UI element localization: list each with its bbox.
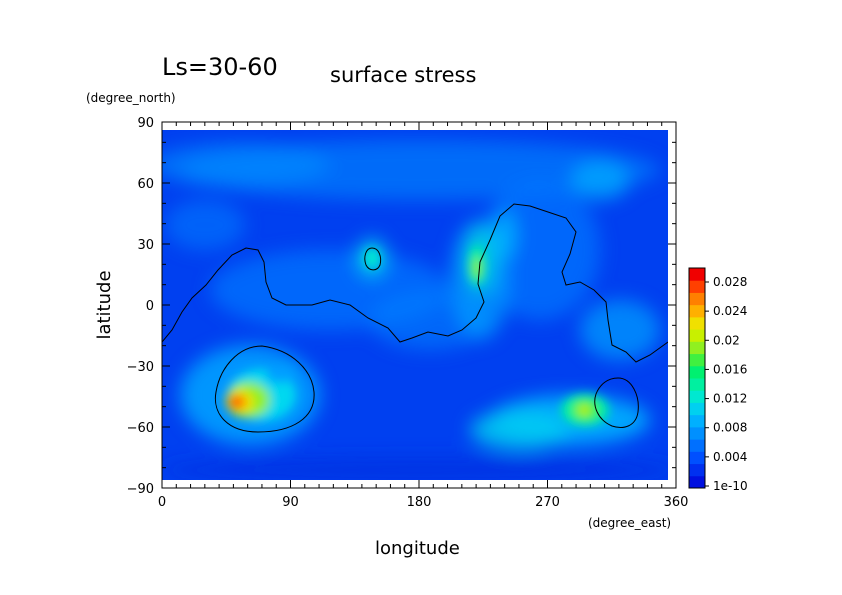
colorbar-swatch [689, 402, 705, 416]
x-tick-label: 180 [407, 495, 432, 510]
colorbar-swatch [689, 414, 705, 428]
chart-title: surface stress [330, 63, 476, 87]
colorbar: 0.028 0.024 0.02 0.016 0.012 0.008 0.004 1e-10 [688, 267, 748, 493]
x-unit-label: (degree_east) [588, 516, 671, 530]
x-axis-ticks: 0 90 180 270 360 [158, 122, 689, 510]
dichotomy-contour [162, 203, 668, 363]
colorbar-swatch [689, 426, 705, 440]
y-tick-label: 90 [137, 116, 154, 131]
x-tick-label: 0 [158, 495, 166, 510]
x-axis-label: longitude [375, 538, 460, 559]
colorbar-tick-label: 0.004 [713, 450, 747, 464]
colorbar-swatch [689, 390, 705, 403]
x-tick-label: 270 [535, 495, 560, 510]
colorbar-tick-label: 0.008 [713, 421, 747, 435]
colorbar-tick-label: 0.024 [713, 304, 747, 318]
colorbar-swatch [689, 365, 705, 379]
y-axis-label: latitude [94, 270, 115, 339]
colorbar-swatch [689, 292, 705, 306]
argyre-contour [594, 377, 639, 428]
colorbar-frame [688, 267, 706, 489]
x-tick-label: 360 [664, 495, 689, 510]
colorbar-swatch [689, 451, 705, 465]
y-axis-ticks: 90 60 30 0 −30 −60 −90 [127, 116, 676, 497]
y-unit-label: (degree_north) [86, 91, 176, 105]
colorbar-tick-label: 0.02 [713, 333, 740, 347]
colorbar-tick-label: 0.016 [713, 362, 747, 376]
colorbar-tick-label: 0.012 [713, 392, 747, 406]
colorbar-swatch [689, 280, 705, 293]
y-tick-label: 0 [146, 299, 154, 314]
heatmap-field [162, 130, 668, 480]
colorbar-swatch [689, 353, 705, 367]
colorbar-swatch [689, 475, 705, 489]
colorbar-swatch [689, 439, 705, 452]
colorbar-swatch [689, 378, 705, 391]
colorbar-swatch [689, 463, 705, 477]
colorbar-swatch [689, 341, 705, 355]
colorbar-swatch [689, 316, 705, 330]
topography-contours [162, 203, 668, 433]
elysium-contour [364, 247, 382, 271]
colorbar-swatch [689, 268, 705, 281]
y-tick-label: 60 [137, 177, 154, 192]
hellas-contour [214, 345, 315, 433]
y-tick-label: 30 [137, 238, 154, 253]
colorbar-tick-label: 0.028 [713, 275, 747, 289]
colorbar-tick-label: 1e-10 [713, 479, 748, 493]
y-tick-label: −90 [127, 482, 154, 497]
colorbar-swatch [689, 329, 705, 342]
period-label: Ls=30-60 [162, 53, 278, 81]
colorbar-swatch [689, 304, 705, 318]
x-tick-label: 90 [282, 495, 299, 510]
y-tick-label: −30 [127, 360, 154, 375]
y-tick-label: −60 [127, 421, 154, 436]
